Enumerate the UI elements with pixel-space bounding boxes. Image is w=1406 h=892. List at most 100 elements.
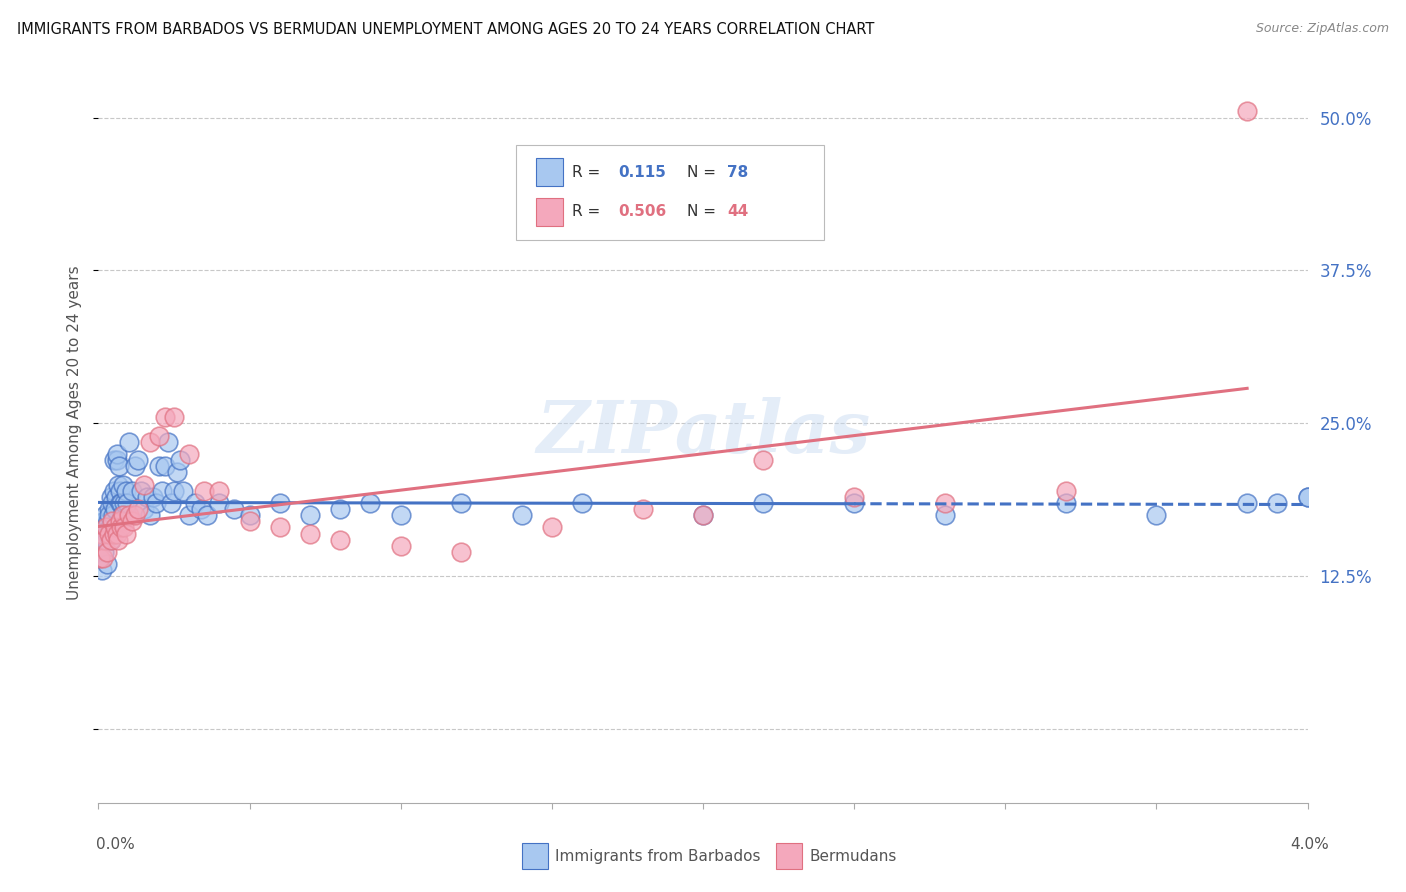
Point xyxy=(105,447,128,461)
Point xyxy=(208,483,231,498)
Text: R =: R = xyxy=(572,164,610,179)
Point xyxy=(844,490,866,504)
Point xyxy=(108,514,131,528)
Point xyxy=(179,447,201,461)
Point xyxy=(104,520,127,534)
Text: ZIPatlas: ZIPatlas xyxy=(536,397,870,468)
Point xyxy=(111,477,134,491)
Point xyxy=(127,453,149,467)
Point xyxy=(1236,104,1258,119)
Point xyxy=(692,508,714,523)
Point xyxy=(93,533,115,547)
Point xyxy=(1236,496,1258,510)
Point xyxy=(934,496,956,510)
Point xyxy=(195,508,218,523)
Point xyxy=(91,551,114,566)
Point xyxy=(90,533,112,547)
Point xyxy=(101,514,124,528)
Point xyxy=(184,496,207,510)
Point xyxy=(224,502,246,516)
Point xyxy=(124,508,146,523)
Point xyxy=(103,483,125,498)
Point xyxy=(190,502,212,516)
Point xyxy=(160,496,183,510)
Point xyxy=(91,526,114,541)
Bar xyxy=(522,843,548,870)
Point xyxy=(299,526,322,541)
Point xyxy=(450,496,472,510)
Text: N =: N = xyxy=(688,164,721,179)
Point xyxy=(135,490,157,504)
Point xyxy=(172,483,194,498)
Point xyxy=(97,502,120,516)
Point xyxy=(844,496,866,510)
Point xyxy=(96,557,118,571)
Text: 0.506: 0.506 xyxy=(619,204,666,219)
Point xyxy=(110,520,132,534)
Text: 0.115: 0.115 xyxy=(619,164,666,179)
Point xyxy=(139,434,162,449)
Point xyxy=(389,539,412,553)
Point xyxy=(1296,490,1319,504)
Point xyxy=(132,502,155,516)
Point xyxy=(107,533,129,547)
Text: 4.0%: 4.0% xyxy=(1289,837,1329,852)
Point xyxy=(98,526,121,541)
Point xyxy=(142,490,165,504)
Point xyxy=(111,508,134,523)
Text: R =: R = xyxy=(572,204,606,219)
Point xyxy=(114,483,136,498)
Point xyxy=(934,508,956,523)
Text: IMMIGRANTS FROM BARBADOS VS BERMUDAN UNEMPLOYMENT AMONG AGES 20 TO 24 YEARS CORR: IMMIGRANTS FROM BARBADOS VS BERMUDAN UNE… xyxy=(17,22,875,37)
Point xyxy=(571,496,593,510)
Point xyxy=(118,434,141,449)
Point xyxy=(93,514,115,528)
Point xyxy=(108,496,131,510)
Point xyxy=(450,545,472,559)
Point xyxy=(96,526,118,541)
Point xyxy=(510,508,533,523)
Point xyxy=(93,545,115,559)
Point xyxy=(148,459,170,474)
Point xyxy=(104,490,127,504)
Point xyxy=(111,508,134,523)
Point xyxy=(89,551,111,566)
Point xyxy=(115,496,138,510)
Point xyxy=(1054,483,1077,498)
Point xyxy=(101,508,124,523)
Point xyxy=(752,496,775,510)
Point xyxy=(100,533,122,547)
Point xyxy=(145,496,167,510)
Point xyxy=(1054,496,1077,510)
Point xyxy=(163,410,186,425)
Point xyxy=(329,533,352,547)
Point xyxy=(98,508,121,523)
Text: 0.0%: 0.0% xyxy=(96,837,135,852)
Point xyxy=(107,477,129,491)
Point xyxy=(110,496,132,510)
Point xyxy=(150,483,173,498)
Point xyxy=(105,526,128,541)
Point xyxy=(108,459,131,474)
Point xyxy=(269,496,291,510)
Point xyxy=(103,453,125,467)
Point xyxy=(105,453,128,467)
Point xyxy=(208,496,231,510)
Point xyxy=(121,514,143,528)
Point xyxy=(112,496,135,510)
Point xyxy=(631,502,654,516)
Point xyxy=(153,459,176,474)
Point xyxy=(108,483,131,498)
Point xyxy=(103,526,125,541)
Point xyxy=(163,483,186,498)
Point xyxy=(1267,496,1289,510)
Text: 44: 44 xyxy=(727,204,748,219)
Point xyxy=(153,410,176,425)
Bar xyxy=(536,198,562,226)
Point xyxy=(179,508,201,523)
Point xyxy=(269,520,291,534)
Point xyxy=(94,533,117,547)
Point xyxy=(100,533,122,547)
Point xyxy=(148,428,170,442)
Point xyxy=(94,508,117,523)
